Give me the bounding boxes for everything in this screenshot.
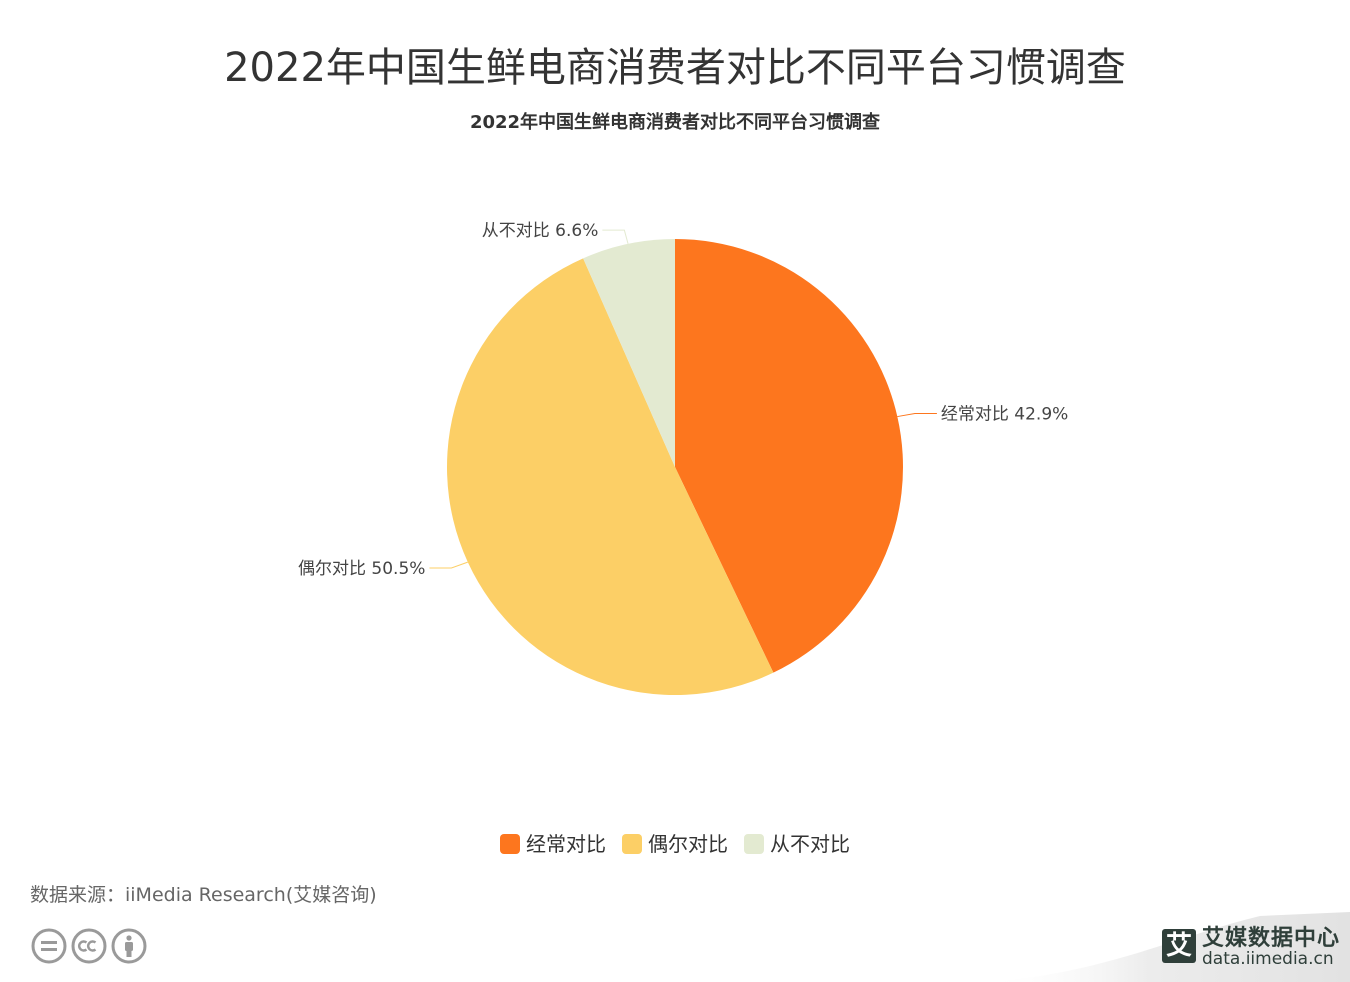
legend-item-frequent[interactable]: 经常对比 xyxy=(500,829,606,859)
pie-slice-occasional[interactable] xyxy=(447,258,774,695)
pie-slice-frequent[interactable] xyxy=(675,239,904,673)
cc-equals-icon xyxy=(31,928,67,964)
legend-swatch-frequent xyxy=(500,834,520,854)
legend-label-frequent: 经常对比 xyxy=(526,832,606,856)
legend-swatch-occasional xyxy=(622,834,642,854)
data-source: 数据来源：iiMedia Research(艾媒咨询) xyxy=(30,884,377,906)
legend-item-never[interactable]: 从不对比 xyxy=(744,829,850,859)
brand-name: 艾媒数据中心 xyxy=(1202,926,1341,951)
legend-label-never: 从不对比 xyxy=(770,832,850,856)
page-title: 2022年中国生鲜电商消费者对比不同平台习惯调查 xyxy=(224,45,1126,91)
legend-label-occasional: 偶尔对比 xyxy=(648,832,728,856)
brand-logo: 艾 xyxy=(1162,929,1196,963)
cc-icon xyxy=(71,928,107,964)
slice-label-occasional: 偶尔对比 50.5% xyxy=(298,559,425,579)
chart-title: 2022年中国生鲜电商消费者对比不同平台习惯调查 xyxy=(469,112,881,133)
cc-person-icon xyxy=(111,928,147,964)
slice-label-frequent-line xyxy=(897,412,937,418)
pie-slice-never[interactable] xyxy=(583,239,675,467)
legend: 经常对比 偶尔对比 从不对比 xyxy=(0,829,1350,859)
legend-swatch-never xyxy=(744,834,764,854)
brand-url: data.iimedia.cn xyxy=(1202,949,1334,969)
legend-item-occasional[interactable]: 偶尔对比 xyxy=(622,829,728,859)
slice-label-occasional-line xyxy=(429,561,468,569)
slice-label-frequent: 经常对比 42.9% xyxy=(941,404,1068,424)
slice-label-never: 从不对比 6.6% xyxy=(482,221,599,241)
license-icons xyxy=(30,927,148,965)
slice-label-never-line xyxy=(602,229,629,245)
